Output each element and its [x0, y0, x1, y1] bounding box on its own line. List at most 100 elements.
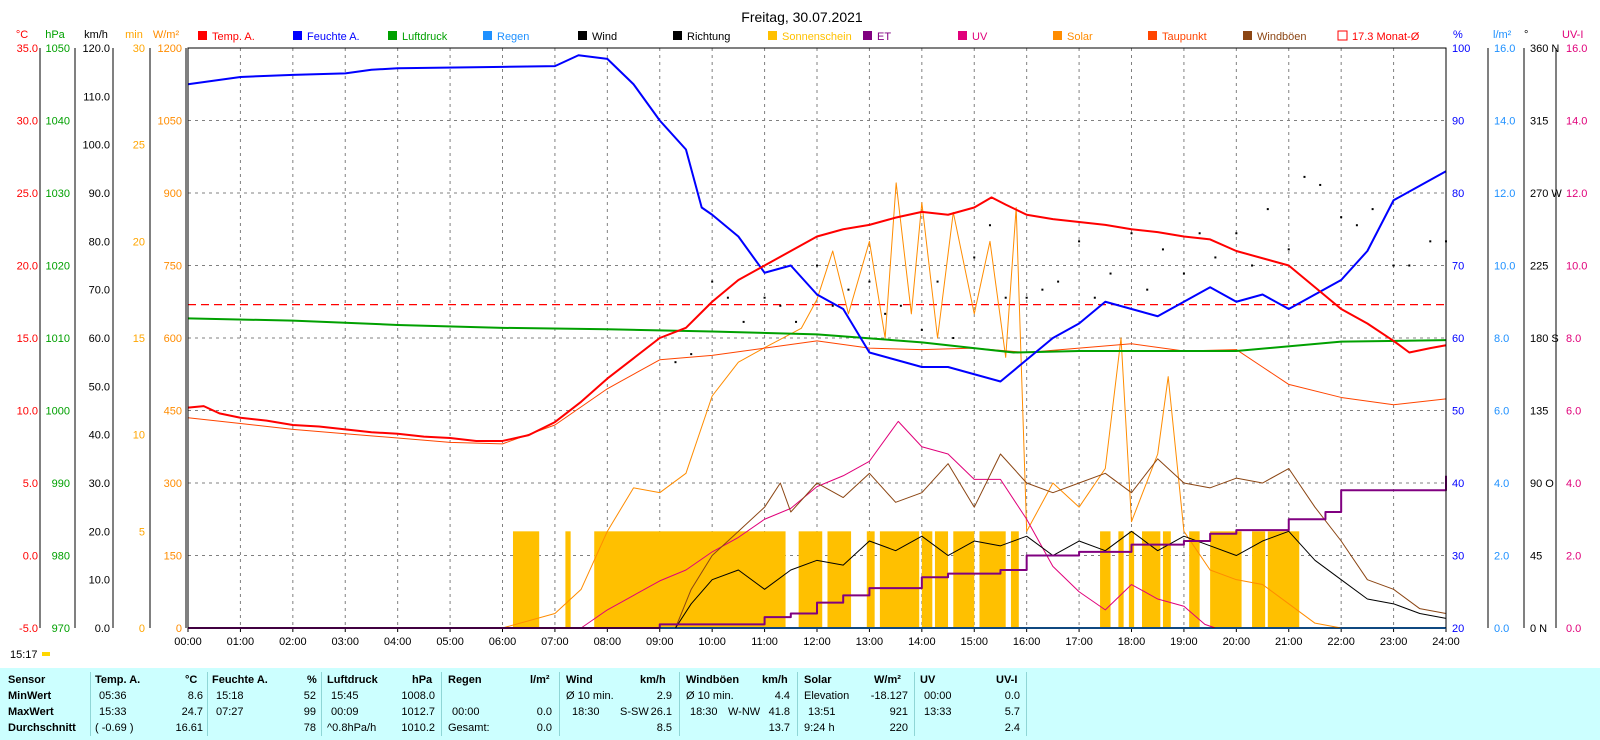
stats-rain-header: Regen	[448, 674, 482, 686]
stats-press-trend: ^0.8hPa/h	[327, 722, 377, 734]
x-tick-label: 07:00	[541, 636, 569, 648]
stats-temp-max-value: 24.7	[181, 706, 203, 718]
left-axis-tick-label: 30.0	[89, 478, 110, 490]
sunshine-bar	[1189, 531, 1200, 628]
stats-solar-elevation-value: -18.127	[870, 690, 908, 702]
left-axis-tick-label: 10.0	[17, 406, 38, 418]
stats-uv-header: UV	[920, 674, 936, 686]
x-tick-label: 17:00	[1065, 636, 1093, 648]
stats-hum-unit: %	[307, 674, 317, 686]
right-axes: % 100 90 80 70 60 50 40 30 20 l/m² 16.0 14.0 12.0 10.0…	[1452, 29, 1587, 635]
stats-panel: Sensor MinWert MaxWert Durchschnitt Temp…	[0, 668, 1600, 740]
right-axis-tick-label: 225	[1530, 261, 1548, 273]
left-axis-tick-label: 0	[139, 623, 145, 635]
direction-point	[1004, 296, 1007, 299]
legend-label: Taupunkt	[1162, 31, 1207, 43]
sunshine-bars	[512, 531, 1300, 628]
sunshine-bar	[953, 531, 975, 628]
direction-point	[1392, 264, 1395, 267]
x-tick-label: 03:00	[331, 636, 359, 648]
left-axis-unit: °C	[16, 29, 28, 41]
x-tick-label: 11:00	[751, 636, 778, 648]
stats-gust-avg10-value: 4.4	[774, 690, 790, 702]
direction-point	[763, 296, 766, 299]
x-tick-label: 21:00	[1275, 636, 1303, 648]
right-axis-tick-label: 60	[1452, 333, 1464, 345]
left-axis-tick-label: 0.0	[95, 623, 110, 635]
left-axis-tick-label: 0	[176, 623, 182, 635]
legend-swatch	[958, 31, 967, 40]
left-axis-tick-label: 20	[133, 236, 145, 248]
x-tick-label: 05:00	[436, 636, 464, 648]
x-tick-label: 02:00	[279, 636, 307, 648]
legend: Temp. A. Feuchte A. Luftdruck Regen Wind Rich…	[198, 30, 1420, 43]
left-axis-tick-label: 70.0	[89, 285, 110, 297]
legend-swatch	[1337, 30, 1348, 41]
stats-gust-max-direction: W-NW	[728, 706, 761, 718]
direction-point	[726, 296, 729, 299]
stats-press-min-value: 1008.0	[401, 690, 435, 702]
right-axis-tick-label: 12.0	[1566, 188, 1587, 200]
stats-wind-avg10-label: Ø 10 min.	[566, 690, 614, 702]
x-tick-label: 01:00	[227, 636, 255, 648]
right-axis-tick-label: 30	[1452, 551, 1464, 563]
left-axis-tick-label: 90.0	[89, 188, 110, 200]
x-axis: 00:00 01:00 02:00 03:00 04:00 05:00 06:00 07:00…	[174, 628, 1460, 648]
direction-point	[988, 224, 991, 227]
stats-uv-max-value: 5.7	[1004, 706, 1020, 718]
left-axis-tick-label: 600	[164, 333, 182, 345]
stats-press-unit: hPa	[412, 674, 433, 686]
x-tick-label: 22:00	[1327, 636, 1355, 648]
direction-point	[1408, 264, 1411, 267]
stats-wind-unit: km/h	[640, 674, 666, 686]
left-axis-tick-label: 35.0	[17, 43, 38, 55]
x-tick-label: 13:00	[856, 636, 884, 648]
sunshine-bar	[1293, 531, 1300, 628]
stats-solar-max-value: 921	[889, 706, 908, 718]
right-axis-tick-label: 70	[1452, 261, 1464, 273]
direction-point	[831, 304, 834, 307]
sunshine-bar	[1267, 531, 1294, 628]
legend-label: Windböen	[1257, 31, 1307, 43]
stats-rain-unit: l/m²	[530, 674, 550, 686]
direction-point	[674, 361, 677, 364]
right-axis-tick-label: 100	[1452, 43, 1470, 55]
sunshine-bar	[565, 531, 571, 628]
stats-row-max: MaxWert	[8, 706, 54, 718]
direction-point	[1355, 224, 1358, 227]
sunshine-bar	[1141, 531, 1161, 628]
sunshine-bar	[1252, 531, 1266, 628]
stats-solar-duration: 9:24 h	[804, 722, 835, 734]
stats-uv-min-value: 0.0	[1004, 690, 1020, 702]
sunshine-bar	[512, 531, 540, 628]
left-axis-tick-label: 50.0	[89, 381, 110, 393]
left-axis-tick-label: -5.0	[19, 623, 38, 635]
left-axis-tick-label: 1020	[46, 261, 70, 273]
x-tick-label: 18:00	[1118, 636, 1146, 648]
x-tick-label: 23:00	[1380, 636, 1408, 648]
legend-label: Richtung	[687, 31, 730, 43]
legend-swatch	[578, 31, 587, 40]
stats-solar-elevation-label: Elevation	[804, 690, 850, 702]
right-axis-tick-label: 0.0	[1566, 623, 1581, 635]
stats-solar-unit: W/m²	[874, 674, 901, 686]
right-axis-tick-label: 12.0	[1494, 188, 1515, 200]
left-axis-tick-label: 1030	[46, 188, 70, 200]
x-tick-label: 12:00	[803, 636, 831, 648]
current-time: 15:17	[10, 649, 38, 661]
direction-point	[690, 353, 693, 356]
direction-point	[1078, 240, 1081, 243]
x-tick-label: 08:00	[594, 636, 622, 648]
stats-row-avg: Durchschnitt	[8, 722, 76, 734]
x-tick-label: 06:00	[489, 636, 517, 648]
direction-point	[1109, 272, 1112, 275]
right-axis-tick-label: 270 W	[1530, 188, 1562, 200]
right-axis-tick-label: 2.0	[1494, 551, 1509, 563]
left-axis-tick-label: 30	[133, 43, 145, 55]
direction-point	[795, 320, 798, 323]
legend-swatch	[388, 31, 397, 40]
left-axis-tick-label: 0.0	[23, 551, 38, 563]
x-tick-label: 19:00	[1170, 636, 1198, 648]
left-axis-tick-label: 450	[164, 406, 182, 418]
current-time-marker	[42, 652, 50, 656]
